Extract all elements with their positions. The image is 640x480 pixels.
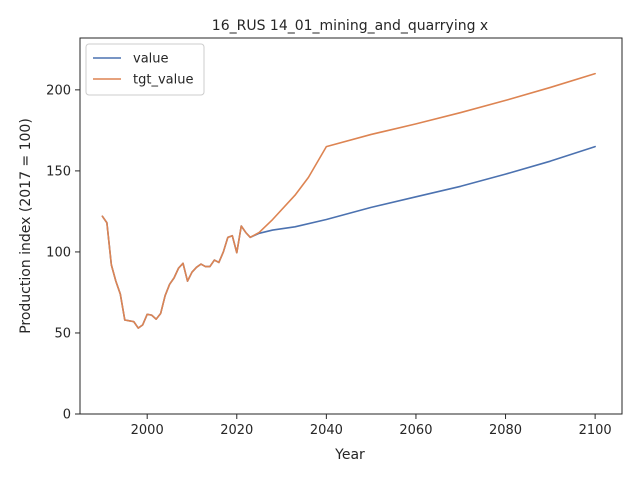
y-tick-label: 200 — [46, 83, 71, 98]
x-tick-label: 2020 — [220, 423, 253, 438]
y-tick-label: 0 — [63, 408, 71, 423]
legend-label-tgt-value: tgt_value — [133, 73, 193, 88]
plot-frame — [79, 37, 623, 415]
legend-label-value: value — [133, 52, 169, 67]
legend-box — [85, 43, 205, 96]
chart-title: 16_RUS 14_01_mining_and_quarrying x — [212, 18, 488, 34]
x-axis: 2000 2020 2040 2060 2080 2100 — [131, 414, 612, 438]
series-layer — [101, 72, 596, 329]
y-tick-label: 150 — [46, 164, 71, 179]
series-line-value — [101, 145, 596, 329]
x-tick-label: 2080 — [489, 423, 522, 438]
x-tick-label: 2060 — [399, 423, 432, 438]
y-axis: 0 50 100 150 200 — [46, 83, 80, 423]
series-line-tgt-value — [101, 72, 596, 329]
legend: value tgt_value — [85, 43, 205, 96]
y-axis-label: Production index (2017 = 100) — [18, 118, 34, 334]
y-tick-label: 100 — [46, 245, 71, 260]
x-axis-label: Year — [334, 447, 365, 463]
y-tick-label: 50 — [54, 326, 71, 341]
x-tick-label: 2000 — [131, 423, 164, 438]
x-tick-label: 2040 — [310, 423, 343, 438]
x-tick-label: 2100 — [579, 423, 612, 438]
